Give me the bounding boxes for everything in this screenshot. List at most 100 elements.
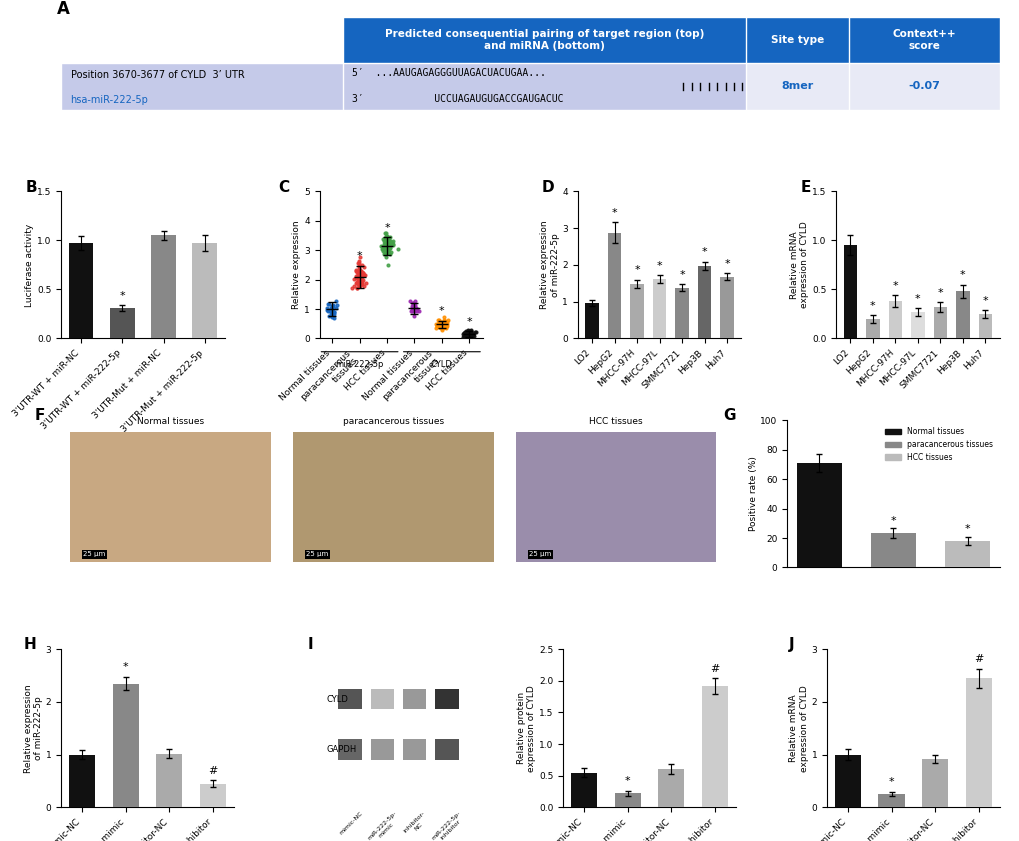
Point bbox=[377, 231, 393, 245]
Point bbox=[381, 238, 397, 251]
Bar bbox=[910, 312, 923, 338]
Point bbox=[352, 264, 368, 278]
Point bbox=[460, 330, 476, 343]
Text: *: * bbox=[869, 300, 874, 310]
Point bbox=[379, 238, 395, 251]
Point bbox=[403, 304, 419, 318]
Point bbox=[352, 264, 368, 278]
Point bbox=[320, 304, 336, 317]
Point bbox=[354, 276, 370, 289]
Text: *: * bbox=[914, 294, 920, 304]
Y-axis label: Relative mRNA
expression of CYLD: Relative mRNA expression of CYLD bbox=[789, 221, 808, 309]
Point bbox=[351, 264, 367, 278]
Point bbox=[350, 268, 366, 282]
Text: HCC tissues: HCC tissues bbox=[589, 417, 642, 426]
Point bbox=[354, 271, 370, 284]
FancyBboxPatch shape bbox=[435, 739, 459, 760]
Point bbox=[352, 270, 368, 283]
Text: A: A bbox=[56, 0, 69, 19]
Text: *: * bbox=[611, 208, 616, 218]
Point bbox=[407, 301, 423, 315]
Point bbox=[373, 243, 389, 257]
Point bbox=[459, 325, 475, 339]
Point bbox=[431, 316, 447, 330]
Point bbox=[464, 327, 480, 341]
FancyBboxPatch shape bbox=[435, 689, 459, 709]
Point bbox=[377, 227, 393, 241]
Point bbox=[381, 235, 397, 248]
Point bbox=[436, 316, 452, 330]
Point bbox=[460, 328, 476, 341]
Point bbox=[461, 327, 477, 341]
Point bbox=[378, 235, 394, 248]
Point bbox=[405, 297, 421, 310]
Point bbox=[433, 318, 449, 331]
Point bbox=[435, 320, 451, 334]
Point bbox=[380, 236, 396, 250]
FancyBboxPatch shape bbox=[746, 17, 849, 63]
Text: 5′  ...AAUGAGAGGGUUAGACUACUGAA...: 5′ ...AAUGAGAGGGUUAGACUACUGAA... bbox=[352, 68, 545, 78]
Text: *: * bbox=[892, 281, 898, 291]
Point bbox=[428, 321, 444, 335]
Point bbox=[439, 314, 455, 327]
Point bbox=[461, 326, 477, 340]
Text: *: * bbox=[936, 288, 943, 298]
Point bbox=[323, 304, 339, 317]
Point bbox=[374, 242, 390, 256]
Point bbox=[437, 321, 453, 335]
Point bbox=[347, 265, 364, 278]
Point bbox=[433, 316, 449, 330]
FancyBboxPatch shape bbox=[292, 432, 493, 562]
Text: *: * bbox=[981, 296, 987, 305]
Point bbox=[352, 278, 368, 292]
Point bbox=[430, 319, 446, 332]
Point bbox=[465, 327, 481, 341]
Point bbox=[458, 329, 474, 342]
Bar bbox=[796, 463, 841, 568]
Point bbox=[459, 327, 475, 341]
Text: *: * bbox=[701, 247, 707, 257]
Point bbox=[459, 326, 475, 340]
Point bbox=[351, 268, 367, 282]
Bar bbox=[955, 291, 969, 338]
Point bbox=[348, 282, 365, 295]
Text: #: # bbox=[709, 664, 718, 674]
Text: *: * bbox=[656, 261, 661, 271]
Point bbox=[434, 318, 450, 331]
Point bbox=[459, 330, 475, 343]
Point bbox=[430, 314, 446, 327]
Y-axis label: Relative mRNA
expression of CYLD: Relative mRNA expression of CYLD bbox=[789, 685, 808, 772]
Point bbox=[438, 320, 454, 333]
Point bbox=[430, 320, 446, 333]
Point bbox=[358, 276, 374, 289]
FancyBboxPatch shape bbox=[849, 63, 999, 109]
Text: *: * bbox=[723, 258, 730, 268]
Point bbox=[429, 318, 445, 331]
Point bbox=[463, 331, 479, 344]
Text: *: * bbox=[119, 291, 125, 301]
Point bbox=[325, 305, 341, 319]
Point bbox=[383, 235, 399, 248]
Text: 25 μm: 25 μm bbox=[84, 551, 106, 558]
Point bbox=[381, 230, 397, 244]
Bar bbox=[151, 235, 176, 338]
Point bbox=[462, 328, 478, 341]
Point bbox=[432, 317, 448, 331]
Bar bbox=[156, 754, 182, 807]
Point bbox=[351, 272, 367, 285]
Point bbox=[464, 329, 480, 342]
Bar bbox=[977, 314, 991, 338]
Point bbox=[380, 238, 396, 251]
Point bbox=[461, 330, 477, 343]
Text: *: * bbox=[384, 223, 389, 232]
Point bbox=[405, 300, 421, 314]
Point bbox=[463, 328, 479, 341]
Point bbox=[438, 315, 454, 329]
Point bbox=[379, 235, 395, 249]
Point bbox=[462, 329, 478, 342]
Point bbox=[460, 326, 476, 340]
Point bbox=[321, 298, 337, 311]
Point bbox=[429, 319, 445, 332]
Point bbox=[406, 300, 422, 314]
Point bbox=[377, 246, 393, 260]
